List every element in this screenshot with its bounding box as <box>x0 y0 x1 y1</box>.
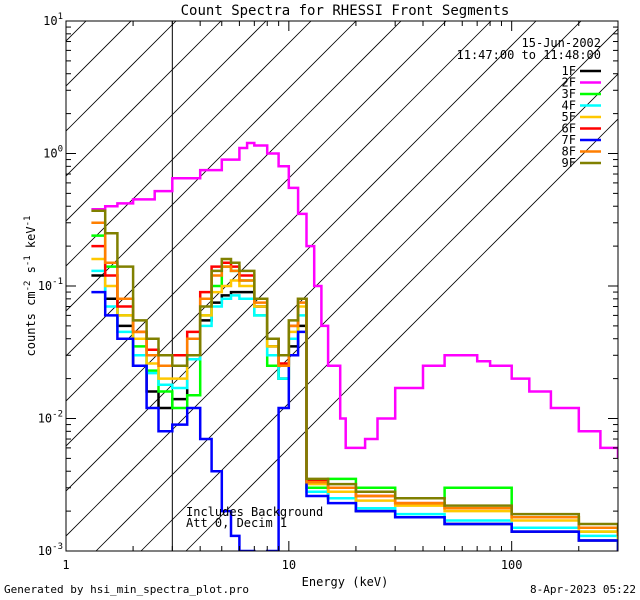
hatch-line <box>66 21 267 222</box>
annotation-attenuator: Att 0, Decim 1 <box>186 516 287 530</box>
series-line-9f <box>91 209 618 532</box>
time-range-label: 11:47:00 to 11:48:00 <box>457 48 602 62</box>
y-tick-label: 10-3 <box>38 542 63 558</box>
hatch-line <box>66 21 537 492</box>
y-tick-label: 101 <box>43 12 63 28</box>
hatch-line <box>140 73 618 551</box>
hatch-line <box>66 21 582 537</box>
y-tick-label: 10-2 <box>38 410 63 426</box>
plot-area <box>66 21 618 551</box>
hatch-line <box>185 118 618 551</box>
y-tick-labels: 10-3 10-2 10-1 100 101 <box>38 12 63 558</box>
legend-label-3f: 3F <box>562 87 576 101</box>
hatch-line <box>95 28 618 551</box>
chart-title: Count Spectra for RHESSI Front Segments <box>181 3 510 19</box>
hatch-line <box>66 21 492 447</box>
annotation-background: Includes Background <box>186 505 323 519</box>
x-tick-label: 100 <box>501 558 523 572</box>
date-label: 15-Jun-2002 <box>522 36 601 50</box>
series-line-7f <box>91 290 618 551</box>
axis-ticks <box>65 20 619 552</box>
legend-label-2f: 2F <box>562 76 576 90</box>
y-tick-label: 10-1 <box>38 277 63 293</box>
legend-label-4f: 4F <box>562 99 576 113</box>
legend-label-7f: 7F <box>562 133 576 147</box>
x-tick-labels: 1 10 100 <box>62 558 522 572</box>
hatched-region <box>66 21 618 551</box>
legend-label-6f: 6F <box>562 122 576 136</box>
hatch-line <box>66 21 312 267</box>
hatch-line <box>66 21 357 312</box>
series-layer <box>91 141 618 551</box>
y-tick-label: 100 <box>43 145 63 161</box>
legend-label-1f: 1F <box>562 64 576 78</box>
footer-generated-by: Generated by hsi_min_spectra_plot.pro <box>4 583 250 596</box>
x-tick-label: 1 <box>62 558 69 572</box>
legend-label-5f: 5F <box>562 110 576 124</box>
hatch-line <box>66 21 402 357</box>
y-axis-label: counts cm-2 s-1 keV-1 <box>23 216 38 357</box>
x-axis-label: Energy (keV) <box>302 575 389 589</box>
legend-label-9f: 9F <box>562 156 576 170</box>
hatch-line <box>66 21 447 402</box>
legend-label-8f: 8F <box>562 145 576 159</box>
footer-timestamp: 8-Apr-2023 05:22 <box>530 583 636 596</box>
series-line-2f <box>91 141 618 459</box>
x-tick-label: 10 <box>282 558 296 572</box>
